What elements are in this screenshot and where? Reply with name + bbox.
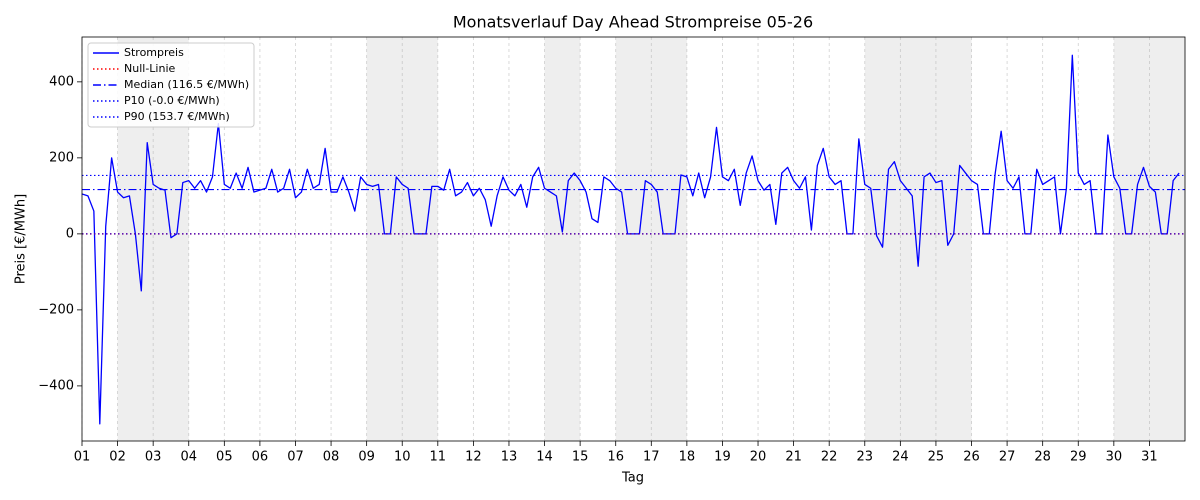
x-tick-label: 20 bbox=[750, 450, 767, 465]
x-tick-label: 16 bbox=[607, 450, 624, 465]
x-tick-label: 17 bbox=[643, 450, 660, 465]
x-tick-label: 10 bbox=[394, 450, 411, 465]
x-tick-label: 15 bbox=[572, 450, 589, 465]
y-tick-label: 200 bbox=[49, 150, 74, 165]
legend-label: P90 (153.7 €/MWh) bbox=[124, 110, 230, 123]
x-tick-label: 13 bbox=[501, 450, 518, 465]
x-tick-label: 21 bbox=[785, 450, 802, 465]
x-tick-label: 04 bbox=[180, 450, 197, 465]
x-tick-label: 02 bbox=[109, 450, 126, 465]
x-tick-label: 19 bbox=[714, 450, 731, 465]
x-tick-label: 01 bbox=[74, 450, 91, 465]
y-axis-label: Preis [€/MWh] bbox=[14, 194, 29, 284]
x-tick-label: 27 bbox=[999, 450, 1016, 465]
shaded-range bbox=[544, 37, 581, 441]
x-tick-label: 24 bbox=[892, 450, 909, 465]
shaded-range bbox=[864, 37, 972, 441]
x-tick-label: 18 bbox=[679, 450, 696, 465]
legend-box bbox=[87, 42, 255, 128]
y-tick-label: −400 bbox=[38, 378, 74, 393]
x-tick-label: 06 bbox=[252, 450, 269, 465]
plot-frame bbox=[81, 36, 1186, 442]
chart-title: Monatsverlauf Day Ahead Strompreise 05-2… bbox=[453, 13, 813, 32]
legend-label: Null-Linie bbox=[124, 62, 175, 75]
y-tick-label: 400 bbox=[49, 74, 74, 89]
x-tick-label: 09 bbox=[358, 450, 375, 465]
legend-label: Median (116.5 €/MWh) bbox=[124, 78, 249, 91]
x-tick-label: 28 bbox=[1034, 450, 1051, 465]
x-tick-label: 31 bbox=[1141, 450, 1158, 465]
x-tick-label: 22 bbox=[821, 450, 838, 465]
legend-label: Strompreis bbox=[124, 46, 184, 59]
x-tick-label: 25 bbox=[928, 450, 945, 465]
x-tick-label: 29 bbox=[1070, 450, 1087, 465]
x-tick-label: 12 bbox=[465, 450, 482, 465]
x-axis-label: Tag bbox=[621, 471, 644, 486]
x-tick-label: 07 bbox=[287, 450, 304, 465]
x-tick-label: 23 bbox=[857, 450, 874, 465]
y-tick-label: −200 bbox=[38, 302, 74, 317]
x-tick-label: 30 bbox=[1106, 450, 1123, 465]
x-tick-label: 03 bbox=[145, 450, 162, 465]
x-tick-label: 08 bbox=[323, 450, 340, 465]
x-tick-label: 26 bbox=[963, 450, 980, 465]
x-tick-label: 05 bbox=[216, 450, 233, 465]
x-tick-label: 11 bbox=[430, 450, 447, 465]
y-tick-label: 0 bbox=[66, 226, 74, 241]
legend-label: P10 (-0.0 €/MWh) bbox=[124, 94, 220, 107]
x-tick-label: 14 bbox=[536, 450, 553, 465]
